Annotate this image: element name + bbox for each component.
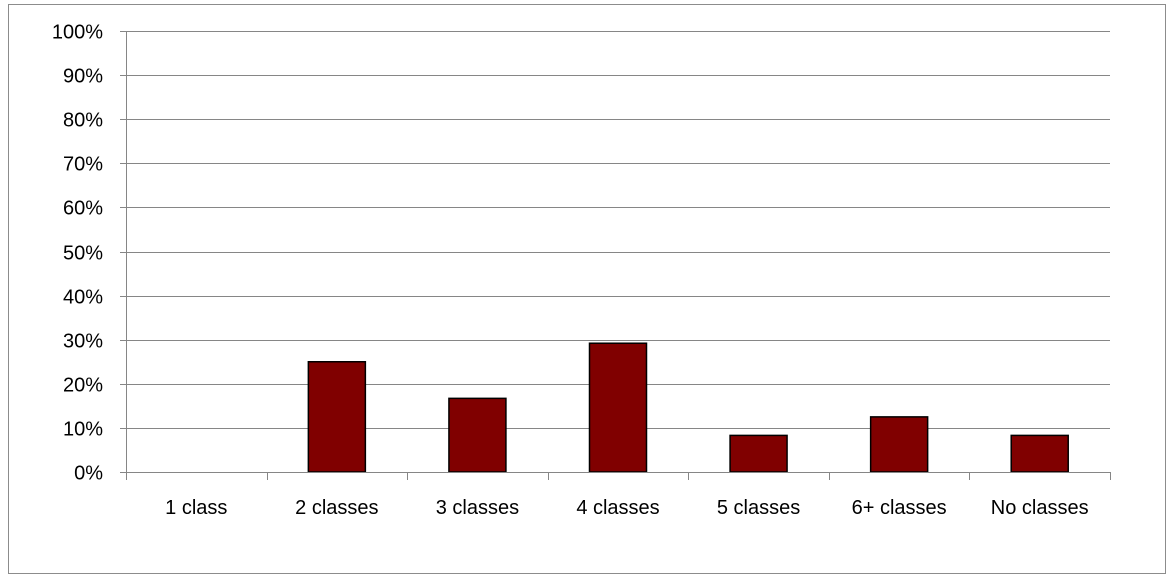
- y-tick-label: 30%: [63, 331, 103, 353]
- y-tick-label: 70%: [63, 154, 103, 176]
- bar: [869, 416, 929, 473]
- x-category-label: No classes: [991, 497, 1089, 519]
- y-tick-label: 40%: [63, 287, 103, 309]
- y-tick-label: 80%: [63, 110, 103, 132]
- y-tick-label: 90%: [63, 66, 103, 88]
- x-category-label: 2 classes: [295, 497, 378, 519]
- bar: [588, 342, 648, 473]
- y-tick-label: 50%: [63, 243, 103, 265]
- chart-frame: [8, 4, 1166, 574]
- y-tick-label: 0%: [74, 463, 103, 485]
- bar: [729, 434, 788, 473]
- bar: [307, 361, 367, 473]
- x-category-label: 5 classes: [717, 497, 800, 519]
- y-tick-label: 20%: [63, 375, 103, 397]
- y-tick-label: 60%: [63, 198, 103, 220]
- y-tick-label: 10%: [63, 419, 103, 441]
- x-category-label: 4 classes: [576, 497, 659, 519]
- bars: [307, 342, 1069, 473]
- bar: [448, 397, 507, 473]
- gridlines: [120, 31, 1110, 429]
- x-category-label: 6+ classes: [852, 497, 947, 519]
- axes: [120, 31, 1111, 480]
- bar: [1010, 434, 1069, 473]
- y-tick-label: 100%: [52, 22, 103, 44]
- x-category-label: 1 class: [165, 497, 227, 519]
- y-axis-ticks: 0% 10% 20% 30% 40% 50% 60% 70% 80% 90% 100%: [52, 22, 103, 485]
- x-axis-categories: 1 class 2 classes 3 classes 4 classes 5 clas…: [165, 497, 1088, 519]
- x-category-label: 3 classes: [436, 497, 519, 519]
